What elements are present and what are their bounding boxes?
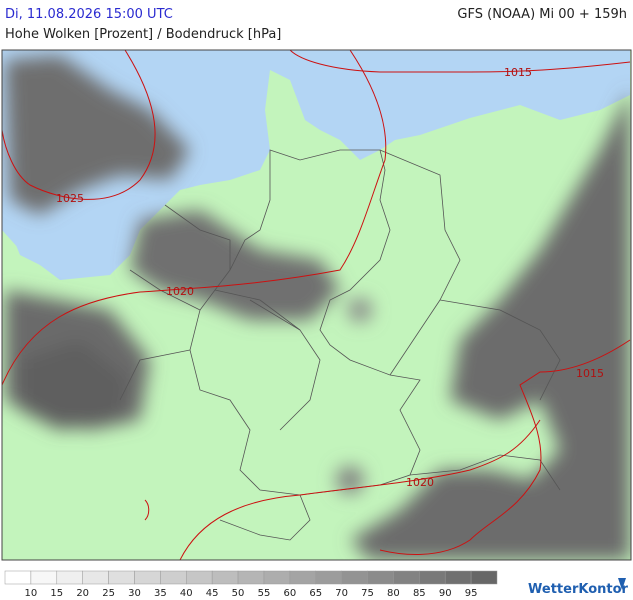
channel (2, 210, 120, 275)
map-area: 1015 1025 1020 1015 1020 (2, 50, 631, 560)
isobars (2, 50, 631, 560)
legend-label: 60 (283, 588, 296, 599)
model-run: GFS (NOAA) Mi 00 + 159h (457, 7, 627, 22)
legend-label: 15 (50, 588, 63, 599)
borders (119, 149, 561, 541)
legend-label: 90 (439, 588, 452, 599)
isobar-label: 1015 (576, 367, 604, 380)
legend-label: 25 (102, 588, 115, 599)
logo-icon (618, 578, 626, 590)
legend-label: 75 (361, 588, 374, 599)
legend-swatch (160, 570, 187, 585)
sea (2, 50, 630, 280)
legend-label: 65 (309, 588, 322, 599)
legend-label: 55 (258, 588, 271, 599)
isobar-label: 1020 (166, 285, 194, 298)
legend-label: 40 (180, 588, 193, 599)
legend-swatch (4, 570, 32, 585)
legend-swatch (341, 570, 368, 585)
legend: 10 15 20 25 30 35 40 45 50 55 60 65 70 75 80 85 90 95 (4, 570, 498, 599)
legend-swatch (367, 570, 394, 585)
legend-label: 10 (25, 588, 38, 599)
legend-swatch (237, 570, 265, 585)
legend-label: 95 (465, 588, 478, 599)
legend-swatch (108, 570, 135, 585)
map-frame (1, 49, 632, 561)
legend-label: 80 (387, 588, 400, 599)
logo: WetterKontor (528, 578, 629, 597)
legend-swatch (419, 570, 446, 585)
legend-label: 70 (335, 588, 348, 599)
legend-swatch (30, 570, 58, 585)
legend-swatch (82, 570, 109, 585)
legend-label: 20 (76, 588, 89, 599)
legend-swatch (186, 570, 213, 585)
isobar-label: 1015 (504, 66, 532, 79)
legend-swatch (56, 570, 83, 585)
legend-label: 85 (413, 588, 426, 599)
legend-swatch (444, 570, 472, 585)
subtitle: Hohe Wolken [Prozent] / Bodendruck [hPa] (5, 27, 281, 42)
legend-label: 30 (128, 588, 141, 599)
datetime: Di, 11.08.2026 15:00 UTC (5, 7, 173, 22)
legend-swatch (263, 570, 291, 585)
legend-swatch (393, 570, 420, 585)
logo-text: WetterKontor (528, 582, 629, 597)
legend-swatch (470, 570, 498, 585)
isobar-label: 1025 (56, 192, 84, 205)
legend-label: 45 (206, 588, 219, 599)
legend-label: 35 (154, 588, 167, 599)
legend-swatch (211, 570, 239, 585)
legend-label: 50 (232, 588, 245, 599)
legend-swatch (134, 570, 161, 585)
isobar-label: 1020 (406, 476, 434, 489)
legend-swatch (289, 570, 316, 585)
legend-swatch (315, 570, 342, 585)
